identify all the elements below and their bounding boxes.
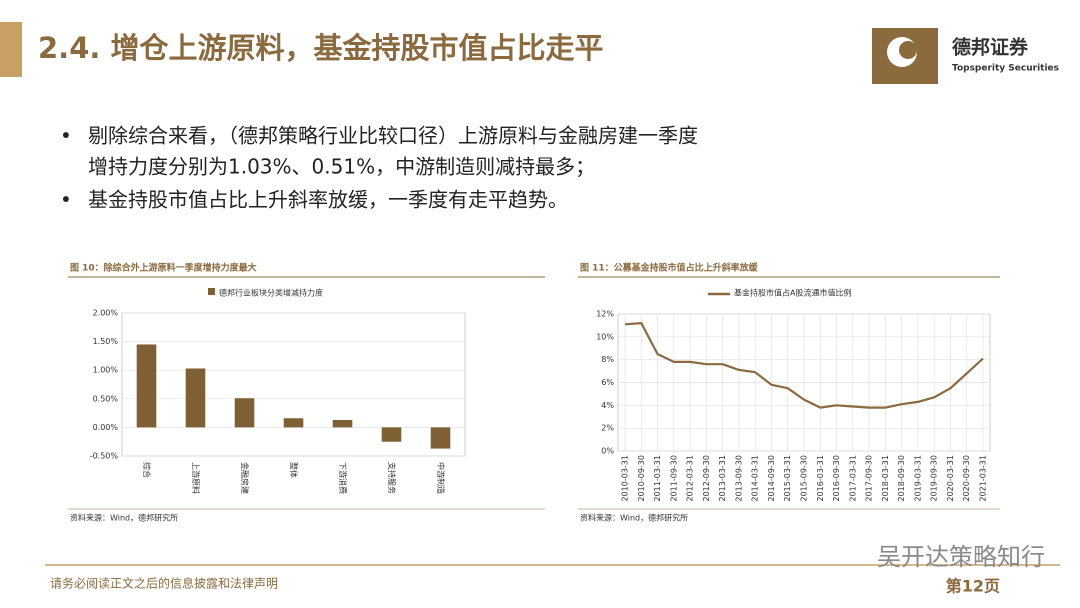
page-number: 第12页	[946, 577, 1000, 596]
x-tick-label: 2018-09-30	[897, 455, 906, 502]
x-tick-label: 2018-03-31	[881, 455, 890, 502]
accent-bar	[0, 22, 22, 77]
x-tick-label: 2015-03-31	[783, 455, 792, 502]
x-tick-label: 2014-03-31	[751, 455, 760, 502]
x-tick-label: 2021-03-31	[979, 455, 988, 502]
bullet-dot: •	[60, 124, 72, 148]
x-tick-label: 综合	[142, 462, 152, 478]
x-tick-label: 2011-03-31	[653, 455, 662, 502]
y-tick-label: 0%	[601, 447, 614, 456]
slide-title: 2.4. 增仓上游原料，基金持股市值占比走平	[38, 31, 604, 65]
y-tick-label: 1.50%	[93, 337, 119, 346]
x-tick-label: 2019-03-31	[913, 455, 922, 502]
x-tick-label: 2012-03-31	[686, 455, 695, 502]
x-tick-label: 上游原料	[191, 462, 201, 494]
x-tick-label: 2010-03-31	[621, 455, 630, 502]
bar	[234, 398, 255, 428]
y-tick-label: 12%	[596, 310, 614, 319]
x-tick-label: 2013-03-31	[718, 455, 727, 502]
legend-swatch	[208, 288, 215, 295]
y-tick-label: 0.00%	[93, 423, 119, 432]
x-tick-label: 2017-03-31	[848, 455, 857, 502]
brand-name: 德邦证券	[952, 36, 1029, 59]
bullet-text: 增持力度分别为1.03%、0.51%，中游制造则减持最多；	[88, 155, 595, 179]
bar	[332, 419, 353, 428]
x-tick-label: 2015-09-30	[800, 455, 809, 502]
source: 资料来源：Wind，德邦研究所	[70, 513, 178, 523]
y-tick-label: 2.00%	[93, 309, 119, 318]
x-tick-label: 下游消费	[338, 462, 348, 494]
x-tick-label: 2014-09-30	[767, 455, 776, 502]
y-tick-label: 6%	[601, 378, 614, 387]
line-series	[624, 322, 984, 409]
chart-title: 图 11：公募基金持股市值占比上升斜率放缓	[580, 262, 759, 274]
x-tick-label: 支持服务	[387, 462, 397, 494]
y-tick-label: 10%	[596, 332, 614, 341]
bar	[136, 344, 157, 428]
y-tick-label: 4%	[601, 401, 614, 410]
bar	[185, 368, 206, 428]
bar	[381, 427, 402, 442]
source: 资料来源：Wind，德邦研究所	[580, 513, 688, 523]
x-tick-label: 中游制造	[436, 462, 446, 494]
bullet-text: 基金持股市值占比上升斜率放缓，一季度有走平趋势。	[88, 188, 568, 212]
x-tick-label: 2011-09-30	[669, 455, 678, 502]
y-tick-label: 8%	[601, 355, 614, 364]
x-tick-label: 2016-03-31	[816, 455, 825, 502]
x-tick-label: 整体	[289, 462, 299, 478]
x-tick-label: 2013-09-30	[734, 455, 743, 502]
x-tick-label: 金融房建	[240, 462, 250, 494]
y-tick-label: -0.50%	[90, 452, 119, 461]
brand-name-en: Topsperity Securities	[952, 64, 1059, 74]
y-tick-label: 0.50%	[93, 394, 119, 403]
x-tick-label: 2019-09-30	[930, 455, 939, 502]
x-tick-label: 2010-09-30	[637, 455, 646, 502]
x-tick-label: 2012-09-30	[702, 455, 711, 502]
bar	[430, 427, 451, 449]
disclaimer: 请务必阅读正文之后的信息披露和法律声明	[50, 576, 278, 591]
y-tick-label: 2%	[601, 424, 614, 433]
bullet-text: 剔除综合来看，（德邦策略行业比较口径）上游原料与金融房建一季度	[88, 124, 698, 148]
x-tick-label: 2017-09-30	[865, 455, 874, 502]
legend-label: 德邦行业板块分类增减持力度	[219, 288, 323, 298]
x-tick-label: 2020-03-31	[946, 455, 955, 502]
watermark: 吴开达策略知行	[877, 543, 1045, 571]
x-tick-label: 2020-09-30	[962, 455, 971, 502]
x-tick-label: 2016-09-30	[832, 455, 841, 502]
plot-frame	[121, 312, 466, 457]
logo-shape	[899, 41, 917, 59]
legend-label: 基金持股市值占A股流通市值比例	[734, 288, 851, 298]
bar	[283, 418, 304, 428]
bullet-dot: •	[60, 188, 72, 212]
y-tick-label: 1.00%	[93, 366, 119, 375]
logo: 德邦证券 Topsperity Securities	[872, 28, 1059, 84]
chart-title: 图 10：除综合外上游原料一季度增持力度最大	[70, 262, 257, 274]
